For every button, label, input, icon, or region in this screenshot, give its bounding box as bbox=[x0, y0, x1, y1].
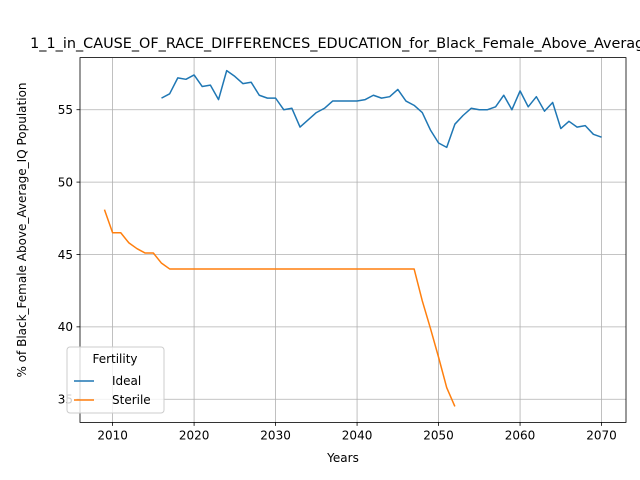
legend-title: Fertility bbox=[92, 352, 137, 366]
x-tick-label: 2070 bbox=[586, 428, 617, 442]
y-axis-label: % of Black_Female Above_Average_IQ Popul… bbox=[15, 82, 29, 377]
legend-box bbox=[66, 346, 165, 414]
y-tick-label: 45 bbox=[58, 248, 73, 262]
grid bbox=[80, 57, 626, 423]
x-tick-label: 2030 bbox=[260, 428, 291, 442]
x-tick-label: 2010 bbox=[97, 428, 128, 442]
x-tick-label: 2060 bbox=[505, 428, 536, 442]
series-line-sterile bbox=[103, 209, 456, 407]
x-axis-ticks: 2010 2020 2030 2040 2050 2060 2070 bbox=[97, 422, 617, 442]
legend-entry-sterile: Sterile bbox=[112, 393, 151, 407]
chart-title: 1_1_in_CAUSE_OF_RACE_DIFFERENCES_EDUCATI… bbox=[30, 36, 640, 52]
legend: Fertility Ideal Sterile bbox=[66, 346, 165, 414]
x-axis-label: Years bbox=[326, 451, 359, 465]
x-tick-label: 2040 bbox=[342, 428, 373, 442]
x-tick-label: 2020 bbox=[179, 428, 210, 442]
x-tick-label: 2050 bbox=[423, 428, 454, 442]
y-tick-label: 40 bbox=[58, 320, 73, 334]
series-line-ideal bbox=[161, 69, 602, 149]
y-tick-label: 55 bbox=[58, 103, 73, 117]
series-group bbox=[103, 69, 602, 407]
y-tick-label: 50 bbox=[58, 175, 73, 189]
legend-entry-ideal: Ideal bbox=[112, 374, 141, 388]
plot-frame bbox=[79, 57, 627, 423]
